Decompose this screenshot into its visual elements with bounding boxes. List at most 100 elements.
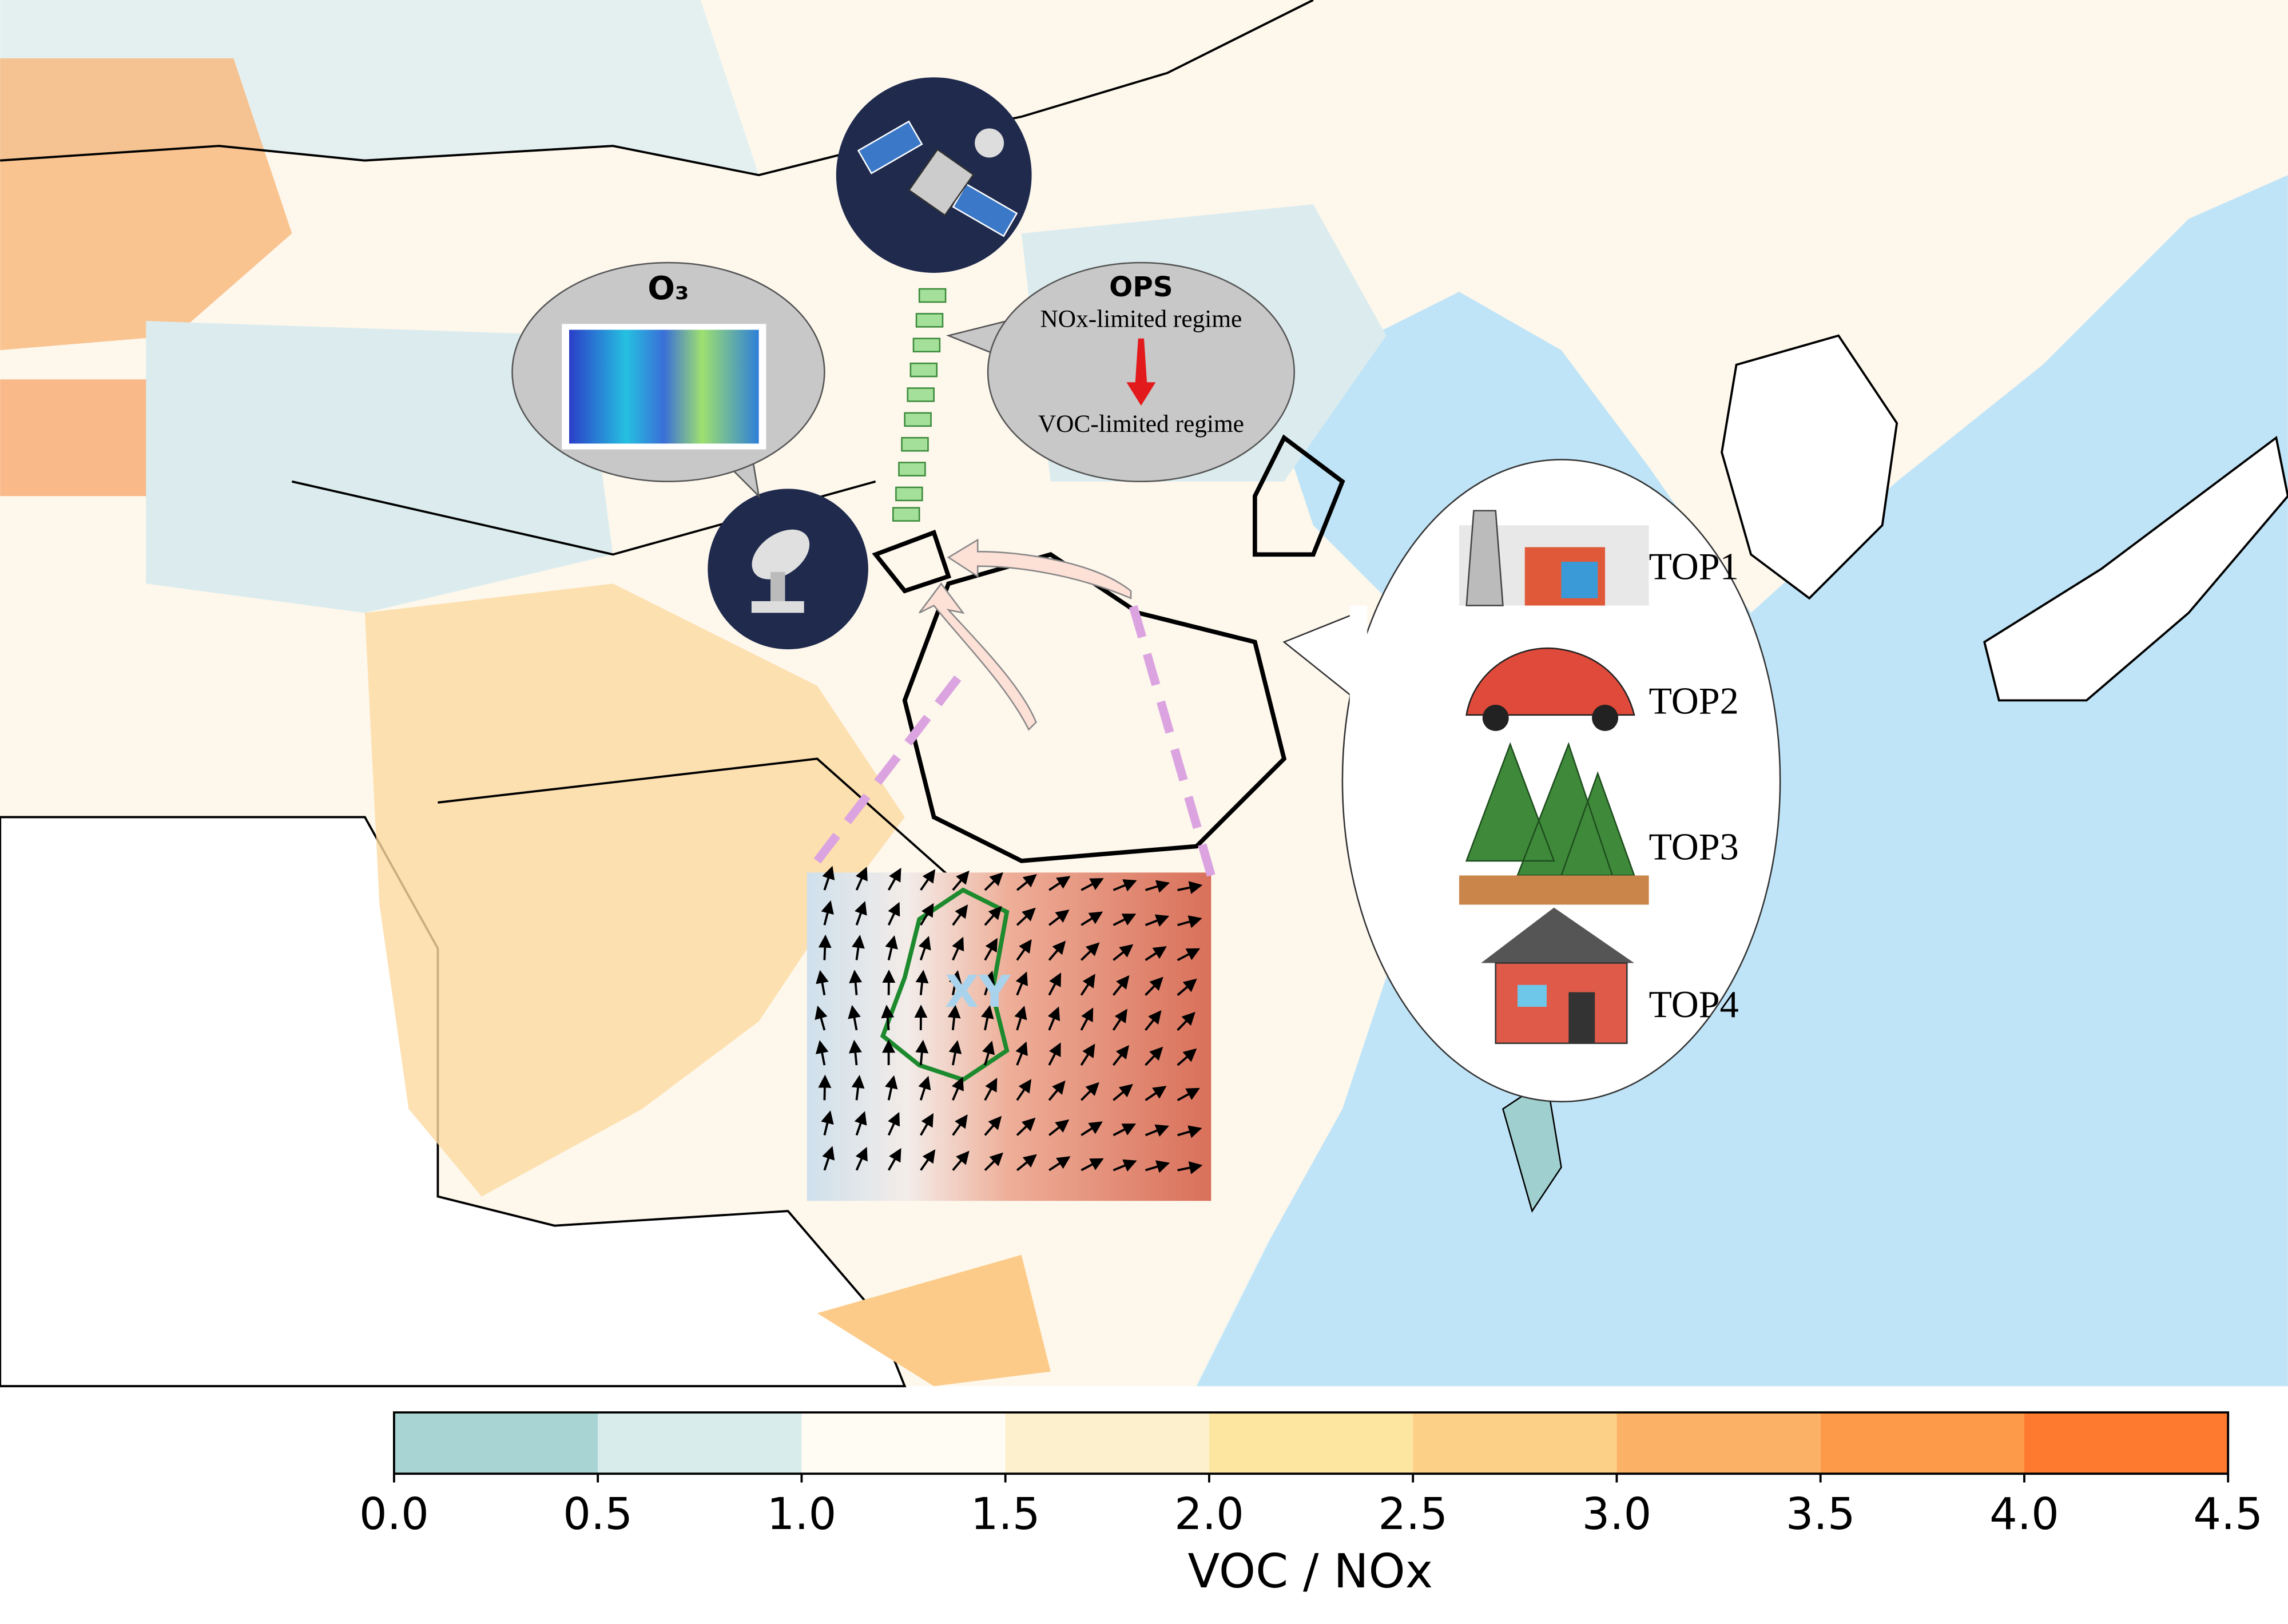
wind-arrow (952, 936, 964, 961)
colorbar-frame (392, 1411, 2230, 1475)
o3-profile (569, 329, 759, 444)
flow-arrow (919, 582, 1037, 731)
wind-arrow (1016, 939, 1032, 961)
wind-arrow (1081, 1121, 1103, 1137)
wind-arrow (887, 1111, 900, 1136)
wind-arrow (887, 868, 901, 891)
wind-arrow (1047, 1006, 1060, 1031)
icon-house (1481, 907, 1635, 1045)
wind-arrow (920, 1149, 936, 1171)
wind-arrow (1016, 873, 1037, 891)
flow-arrow (947, 538, 1132, 599)
sichuan-high (364, 583, 905, 1197)
ops-callout: OPS NOx-limited regime VOC-limited regim… (946, 261, 1296, 483)
wind-arrow (1177, 1087, 1200, 1101)
colorbar-segment (394, 1412, 598, 1474)
wind-arrow (887, 1147, 901, 1171)
wind-arrow (952, 1114, 968, 1136)
wind-arrow (981, 1005, 994, 1031)
wind-arrow (1113, 944, 1134, 961)
wind-arrow (1015, 1041, 1028, 1066)
wind-arrow (952, 904, 968, 926)
wind-arrow (851, 1074, 865, 1101)
wind-arrow (1112, 975, 1130, 996)
wind-arrow (1145, 880, 1170, 893)
source-label: TOP3 (1649, 826, 1739, 868)
wind-arrow (1081, 911, 1103, 926)
source-label: TOP1 (1649, 546, 1739, 588)
wind-arrow (822, 1146, 835, 1171)
wind-arrow (1145, 946, 1167, 962)
colorbar-tick-label: 1.5 (971, 1489, 1040, 1540)
wind-arrow (818, 1074, 832, 1101)
wind-arrow (1177, 948, 1201, 962)
wind-arrow (1145, 976, 1163, 996)
wind-arrow (885, 935, 898, 960)
wind-arrow (1016, 1154, 1037, 1172)
colorbar-tick-label: 3.5 (1786, 1489, 1856, 1540)
link-lines (813, 597, 1216, 877)
wind-arrow (984, 1115, 1002, 1136)
wind-arrow (1015, 971, 1028, 996)
wind-arrow (1113, 914, 1137, 926)
wind-arrow (1112, 1045, 1129, 1066)
wind-arrow (948, 1040, 962, 1066)
hainan (817, 1254, 1051, 1387)
wind-arrow (918, 1075, 931, 1101)
wind-arrow (920, 869, 936, 891)
wind-arrow (821, 1110, 834, 1135)
wind-arrow (984, 906, 1002, 926)
wind-arrow (984, 1078, 998, 1101)
wind-arrow (887, 902, 900, 926)
colorbar-segment (598, 1412, 802, 1474)
source-label: TOP2 (1649, 680, 1739, 722)
colorbar-label: VOC / NOx (1187, 1544, 1433, 1599)
colorbar-tick-label: 1.0 (767, 1489, 837, 1540)
icon-car (1465, 647, 1635, 731)
icon-trees (1459, 742, 1649, 905)
colorbar-segment (1005, 1412, 1209, 1474)
colorbar-tick-label: 0.5 (563, 1489, 633, 1540)
wind-arrow (1113, 1083, 1133, 1101)
satellite (836, 77, 1032, 273)
wind-arrow (1016, 1117, 1036, 1136)
sources-callout: TOP1 TOP2 TOP3 TOP4 (1282, 459, 1781, 1103)
wind-field (807, 872, 1211, 1201)
colorbar-tick-label: 4.5 (2193, 1489, 2263, 1540)
wind-arrow (948, 970, 962, 996)
wind-arrow (1080, 1043, 1095, 1066)
wind-arrow (920, 1113, 934, 1136)
wind-arrow (915, 1039, 929, 1066)
wind-arrow (1080, 974, 1095, 996)
wind-arrow (1048, 1042, 1061, 1066)
wind-arrows (815, 865, 1203, 1174)
wind-arrow (1145, 1160, 1170, 1173)
wind-inset: XY (807, 865, 1211, 1201)
wind-arrow (821, 900, 834, 926)
regime-arrow (1126, 338, 1156, 406)
wind-arrow (815, 1005, 828, 1031)
wind-arrow (1048, 1080, 1066, 1101)
wind-arrow (1080, 1082, 1099, 1101)
wind-arrow (822, 865, 835, 891)
wind-arrow (1048, 1119, 1070, 1136)
ops-from: NOx-limited regime (1040, 305, 1242, 332)
wind-arrow (1048, 1156, 1071, 1172)
colorbar-segment (2024, 1412, 2229, 1474)
wind-arrow (1113, 1159, 1137, 1172)
wind-arrow (855, 1146, 868, 1171)
wind-arrow (1081, 878, 1104, 891)
wind-arrow (881, 1004, 895, 1031)
colorbar-segment (1209, 1412, 1413, 1474)
wind-arrow (1048, 876, 1071, 891)
plateau-low (146, 321, 613, 613)
wind-arrow (984, 872, 1003, 891)
korea (1721, 334, 1898, 600)
wind-arrow (855, 901, 867, 926)
colorbar-tick-label: 0.0 (359, 1489, 429, 1540)
wind-arrow (1145, 1124, 1170, 1137)
wind-arrow (818, 934, 832, 960)
colorbar-segment (1413, 1412, 1617, 1474)
